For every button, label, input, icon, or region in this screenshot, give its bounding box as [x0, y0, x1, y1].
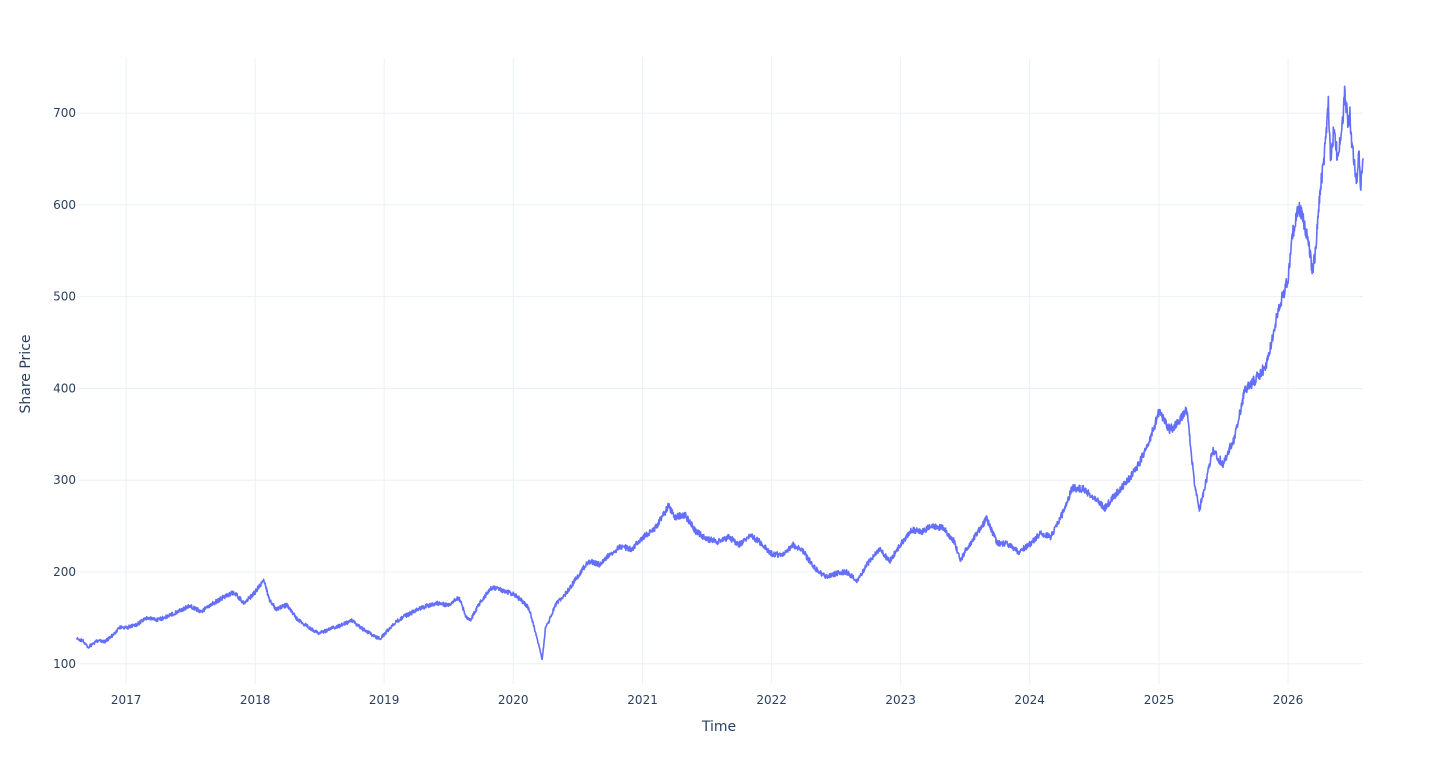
x-tick-label: 2020 [498, 693, 529, 707]
y-tick-labels: 100 200 300 400 500 600 700 [53, 106, 76, 671]
x-gridlines [125, 58, 1289, 684]
share-price-series-line [76, 85, 1364, 661]
x-tick-label: 2017 [111, 693, 142, 707]
x-tick-label: 2019 [369, 693, 400, 707]
y-tick-label: 300 [53, 473, 76, 487]
y-tick-label: 100 [53, 657, 76, 671]
x-tick-label: 2024 [1014, 693, 1045, 707]
x-axis-title: Time [701, 719, 736, 735]
x-tick-label: 2018 [240, 693, 271, 707]
x-tick-label: 2021 [627, 693, 658, 707]
series-layer [76, 85, 1364, 661]
y-axis-title: Share Price [18, 334, 34, 413]
x-tick-label: 2025 [1144, 693, 1175, 707]
y-tick-label: 400 [53, 381, 76, 395]
y-tick-label: 500 [53, 290, 76, 304]
x-tick-label: 2023 [885, 693, 916, 707]
y-tick-label: 700 [53, 106, 76, 120]
y-tick-label: 200 [53, 565, 76, 579]
y-gridlines [77, 112, 1363, 665]
x-tick-label: 2022 [756, 693, 787, 707]
x-tick-label: 2026 [1273, 693, 1304, 707]
y-tick-label: 600 [53, 198, 76, 212]
x-tick-labels: 2017 2018 2019 2020 2021 2022 2023 2024 2025 2026 [111, 693, 1303, 707]
